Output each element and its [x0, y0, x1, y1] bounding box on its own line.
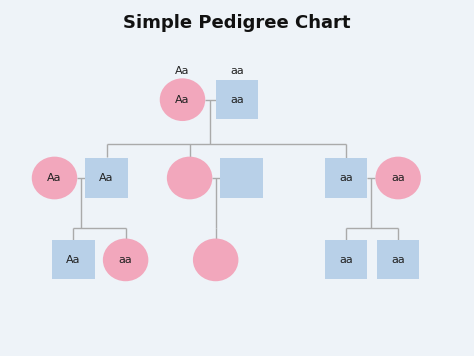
Ellipse shape	[160, 78, 205, 121]
FancyBboxPatch shape	[377, 240, 419, 279]
FancyBboxPatch shape	[52, 240, 95, 279]
Text: Aa: Aa	[175, 66, 190, 76]
Ellipse shape	[375, 157, 421, 199]
Text: aa: aa	[339, 173, 353, 183]
Text: aa: aa	[391, 255, 405, 265]
FancyBboxPatch shape	[85, 158, 128, 198]
Text: aa: aa	[230, 66, 244, 76]
Text: Aa: Aa	[175, 95, 190, 105]
FancyBboxPatch shape	[216, 80, 258, 119]
Text: aa: aa	[230, 95, 244, 105]
Text: Aa: Aa	[47, 173, 62, 183]
Text: Simple Pedigree Chart: Simple Pedigree Chart	[123, 14, 351, 32]
FancyBboxPatch shape	[220, 158, 263, 198]
Ellipse shape	[103, 239, 148, 281]
Text: aa: aa	[339, 255, 353, 265]
Text: Aa: Aa	[66, 255, 81, 265]
Text: aa: aa	[118, 255, 133, 265]
Ellipse shape	[167, 157, 212, 199]
Text: Aa: Aa	[100, 173, 114, 183]
FancyBboxPatch shape	[325, 158, 367, 198]
FancyBboxPatch shape	[325, 240, 367, 279]
Ellipse shape	[193, 239, 238, 281]
Ellipse shape	[32, 157, 77, 199]
Text: aa: aa	[391, 173, 405, 183]
